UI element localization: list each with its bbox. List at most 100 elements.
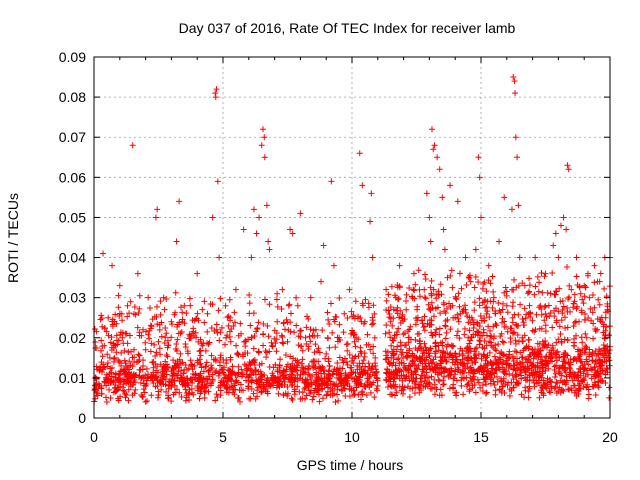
data-point (197, 360, 204, 367)
data-point (358, 381, 365, 388)
data-point (155, 388, 162, 395)
data-point (389, 391, 396, 398)
data-point (441, 308, 448, 315)
data-point (116, 282, 123, 289)
data-point (594, 326, 601, 333)
data-point (104, 351, 111, 358)
data-point (297, 328, 304, 335)
data-point (194, 310, 201, 317)
data-point (154, 394, 161, 401)
data-point (492, 357, 499, 364)
data-point (307, 326, 314, 333)
data-point (266, 348, 273, 355)
data-point (250, 345, 257, 352)
data-point (157, 351, 164, 358)
data-point (446, 385, 453, 392)
data-point (500, 352, 507, 359)
data-point (189, 317, 196, 324)
data-point (412, 368, 419, 375)
data-point (432, 354, 439, 361)
data-point (288, 365, 295, 372)
data-point (279, 333, 286, 340)
data-point (430, 313, 437, 320)
x-tick-label: 0 (90, 429, 98, 445)
data-point (372, 366, 379, 373)
data-point (433, 326, 440, 333)
data-point (459, 368, 466, 375)
data-point (153, 349, 160, 356)
data-point (157, 311, 164, 318)
data-point (544, 344, 551, 351)
data-point (487, 280, 494, 287)
data-point (361, 353, 368, 360)
data-point (291, 376, 298, 383)
data-point (119, 317, 126, 324)
data-point (485, 323, 492, 330)
data-point (561, 349, 568, 356)
data-point (103, 374, 110, 381)
data-point (252, 366, 259, 373)
data-point (288, 371, 295, 378)
data-point (508, 286, 515, 293)
data-point (527, 358, 534, 365)
data-point (309, 373, 316, 380)
data-point (596, 357, 603, 364)
data-point (493, 366, 500, 373)
data-point (416, 293, 423, 300)
data-point (112, 371, 119, 378)
data-point (593, 360, 600, 367)
data-point (407, 323, 414, 330)
data-point (350, 312, 357, 319)
data-point (527, 310, 534, 317)
data-point (516, 338, 523, 345)
data-point (312, 358, 319, 365)
data-point (145, 331, 152, 338)
data-point (477, 384, 484, 391)
data-point (387, 375, 394, 382)
data-point (241, 338, 248, 345)
data-point (160, 373, 167, 380)
data-point (315, 374, 322, 381)
data-point (138, 374, 145, 381)
data-point (106, 370, 113, 377)
data-point (542, 328, 549, 335)
data-point (406, 284, 413, 291)
data-point (233, 342, 240, 349)
data-point (414, 306, 421, 313)
data-point (565, 295, 572, 302)
data-point (492, 391, 499, 398)
data-point (261, 154, 268, 161)
data-point (398, 372, 405, 379)
data-point (98, 385, 105, 392)
data-point (501, 289, 508, 296)
data-point (256, 214, 263, 221)
data-point (555, 336, 562, 343)
data-point (483, 342, 490, 349)
data-point (340, 329, 347, 336)
data-point (519, 363, 526, 370)
data-point (348, 357, 355, 364)
data-point (117, 329, 124, 336)
data-point (602, 344, 609, 351)
data-point (97, 316, 104, 323)
data-point (442, 317, 449, 324)
data-point (539, 289, 546, 296)
data-point (148, 392, 155, 399)
data-point (135, 309, 142, 316)
data-point (455, 318, 462, 325)
data-point (471, 284, 478, 291)
data-point (355, 353, 362, 360)
data-point (194, 384, 201, 391)
data-point (272, 361, 279, 368)
data-point (341, 310, 348, 317)
data-point (143, 365, 150, 372)
data-point (496, 238, 503, 245)
data-point (161, 306, 168, 313)
data-point (599, 378, 606, 385)
data-point (383, 322, 390, 329)
data-point (584, 381, 591, 388)
data-point (580, 300, 587, 307)
data-point (604, 306, 611, 313)
data-point (148, 323, 155, 330)
data-points (91, 74, 613, 405)
